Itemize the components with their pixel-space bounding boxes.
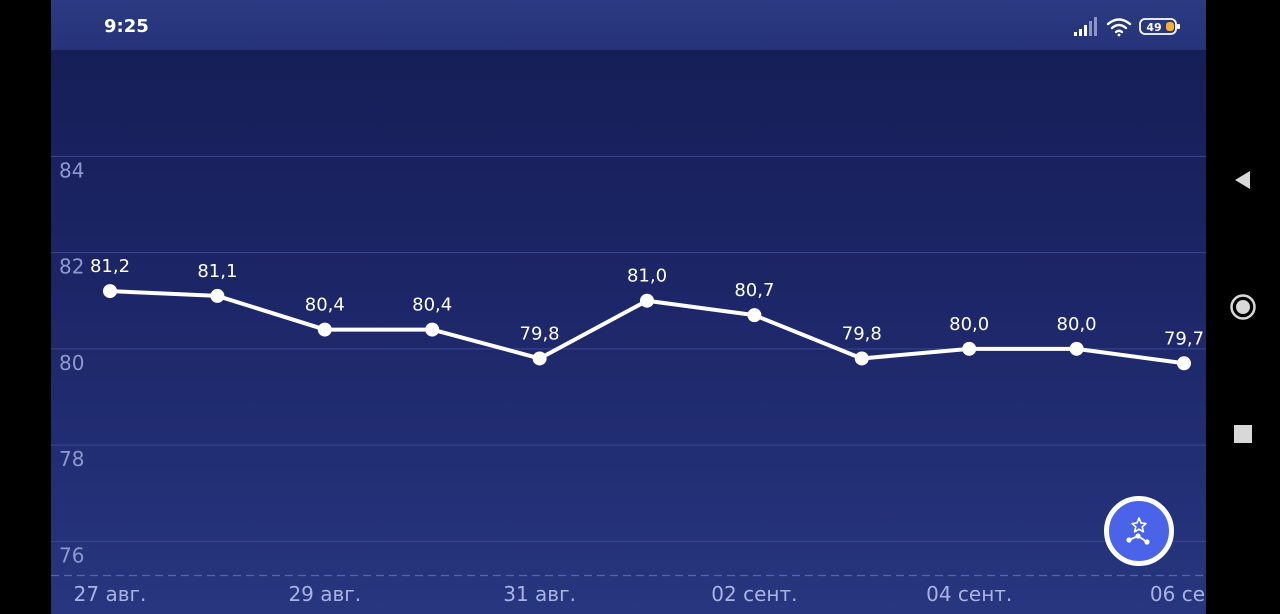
status-bar: 9:25 49 [51, 0, 1206, 50]
data-point [103, 284, 117, 299]
y-tick-label: 80 [59, 351, 84, 375]
data-point [317, 322, 332, 337]
battery-level: 49 [1146, 21, 1161, 34]
data-label: 81,1 [197, 261, 237, 282]
wifi-icon [1106, 18, 1132, 37]
data-label: 80,4 [305, 295, 345, 316]
x-tick-label: 04 сент. [926, 582, 1012, 606]
status-time: 9:25 [104, 16, 149, 37]
recents-icon[interactable] [1228, 419, 1258, 449]
data-point [747, 308, 762, 323]
app-screen: 84 82 80 78 76 81,2 81,1 80,4 80,4 79,8 81,0 80,7 79… [51, 0, 1206, 614]
home-icon[interactable] [1228, 292, 1258, 322]
data-label: 79,7 [1164, 328, 1204, 349]
data-point [962, 341, 977, 356]
data-label: 80,7 [734, 280, 774, 301]
graph-star-button[interactable] [1104, 496, 1174, 566]
data-label: 79,8 [520, 323, 560, 344]
data-label: 80,0 [949, 314, 989, 335]
y-tick-label: 82 [59, 255, 84, 279]
x-tick-label: 27 авг. [74, 582, 147, 606]
x-tick-label: 29 авг. [288, 582, 361, 606]
y-tick-label: 84 [59, 158, 84, 182]
weight-chart: 84 82 80 78 76 81,2 81,1 80,4 80,4 79,8 81,0 80,7 79… [51, 155, 1206, 606]
data-point [532, 351, 547, 366]
data-point [854, 351, 869, 366]
x-tick-label: 31 авг. [503, 582, 576, 606]
status-icons: 49 [1074, 17, 1180, 37]
data-point [1069, 341, 1084, 356]
battery-icon: 49 [1139, 18, 1180, 35]
graph-star-icon [1126, 517, 1150, 545]
navigation-bar [1206, 0, 1280, 614]
data-point [640, 293, 654, 308]
data-label: 79,8 [842, 323, 882, 344]
signal-icon [1074, 17, 1097, 36]
data-point [1177, 356, 1191, 371]
data-point [425, 322, 440, 337]
data-label: 80,4 [412, 295, 452, 316]
back-icon[interactable] [1228, 165, 1258, 195]
x-tick-label: 06 сен [1150, 582, 1206, 606]
data-label: 81,2 [90, 256, 130, 277]
y-tick-label: 78 [59, 447, 84, 471]
data-point [210, 288, 225, 303]
data-label: 80,0 [1057, 314, 1097, 335]
x-tick-label: 02 сент. [711, 582, 797, 606]
y-tick-label: 76 [59, 543, 84, 567]
data-label: 81,0 [627, 266, 667, 287]
